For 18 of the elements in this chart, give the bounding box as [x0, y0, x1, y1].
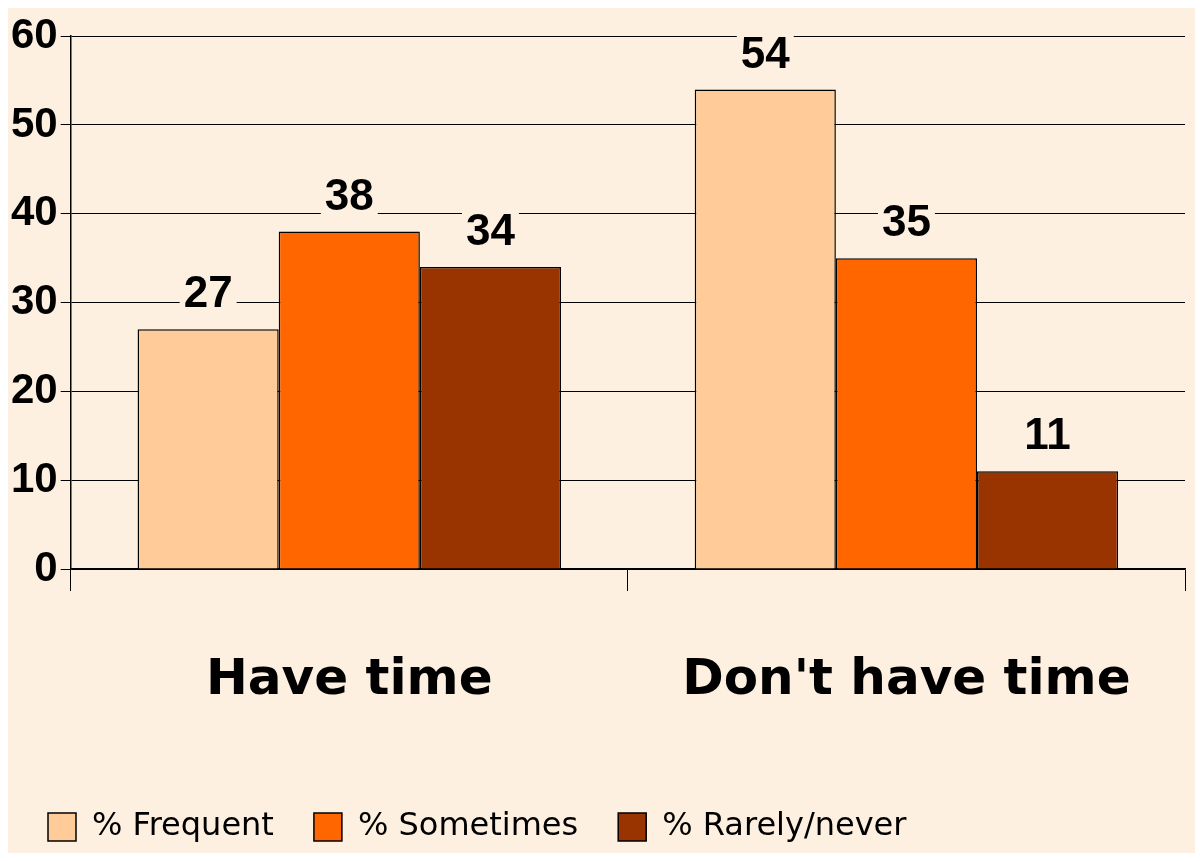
data-label: 54: [740, 27, 791, 77]
y-tick-label: 10: [11, 453, 58, 501]
data-label: 11: [1024, 409, 1071, 459]
y-tick-label: 0: [34, 542, 58, 590]
x-tick-label: Don't have time: [682, 647, 1131, 706]
data-label: 38: [324, 169, 374, 219]
data-label: 34: [465, 205, 516, 255]
data-label: 35: [881, 196, 931, 246]
y-tick-label: 60: [11, 9, 58, 57]
y-tick-label: 30: [11, 276, 58, 324]
y-tick-label: 50: [11, 98, 58, 146]
legend-label: % Sometimes: [357, 805, 579, 844]
data-label: 27: [183, 267, 233, 317]
y-tick-label: 20: [11, 364, 58, 412]
y-tick-label: 40: [11, 187, 58, 235]
legend-label: % Frequent: [92, 805, 274, 844]
x-tick-label: Have time: [206, 647, 493, 706]
legend-label: % Rarely/never: [662, 805, 908, 844]
